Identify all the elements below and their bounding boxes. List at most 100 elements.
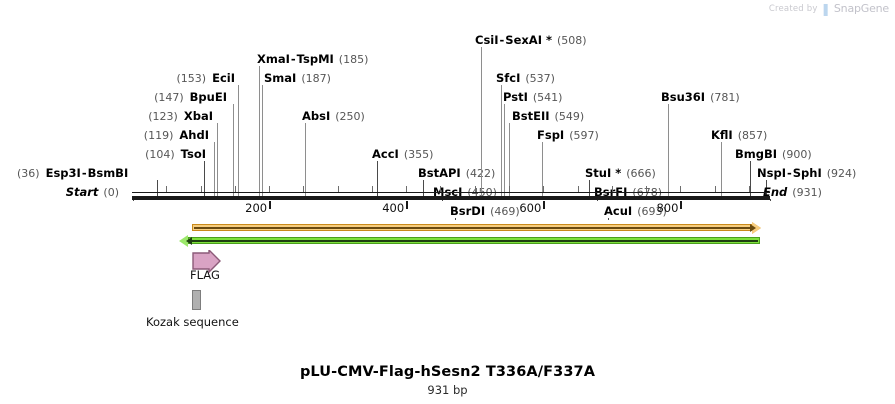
ruler-minor-tick <box>440 186 442 192</box>
enzyme-name-bmgbi-0: BmgBI <box>735 147 778 161</box>
enzyme-label-acci[interactable]: AccI (355) <box>372 148 433 161</box>
enzyme-label-end[interactable]: End (931) <box>763 186 822 199</box>
site-leader-line-xbai <box>217 123 218 196</box>
ruler-minor-tick <box>200 186 202 192</box>
page-title: pLU-CMV-Flag-hSesn2 T336A/F337A <box>299 364 596 380</box>
site-leader-line-acui <box>608 218 609 220</box>
ruler-minor-tick <box>714 186 716 192</box>
enzyme-label-ahdi[interactable]: (119) AhdI <box>144 129 209 142</box>
enzyme-name-nspi-1: SphI <box>792 166 822 180</box>
enzyme-label-bstеii[interactable]: BstEII (549) <box>512 110 584 123</box>
enzyme-label-psti[interactable]: PstI (541) <box>503 91 562 104</box>
enzyme-name-esp3i-1: BsmBI <box>87 166 129 180</box>
ruler-minor-tick <box>269 186 271 192</box>
enzyme-label-ecii[interactable]: (153) EciI <box>177 72 236 85</box>
enzyme-label-esp3i[interactable]: (36) Esp3I-BsmBI <box>17 167 128 180</box>
enzyme-position-absi: (250) <box>335 110 365 123</box>
enzyme-label-tsoi[interactable]: (104) TsoI <box>145 148 206 161</box>
ruler-tick-label-600: 600 <box>519 201 542 215</box>
enzyme-position-csii: (508) <box>557 34 587 47</box>
site-leader-line-bmgbi <box>750 161 751 196</box>
enzyme-label-csii[interactable]: CsiI-SexAI * (508) <box>475 34 587 47</box>
site-leader-line-ecii <box>238 85 239 196</box>
watermark-brand: SnapGene <box>833 2 889 15</box>
enzyme-position-acci: (355) <box>403 148 434 161</box>
green-feature-spine-head <box>186 237 192 245</box>
site-leader-line-stui <box>589 180 590 196</box>
enzyme-name-sfci-0: SfcI <box>496 71 521 85</box>
snapgene-watermark: Created by ❚ SnapGene <box>769 2 889 15</box>
enzyme-name-bstapi-0: BstAPI <box>418 166 461 180</box>
enzyme-label-bstapi[interactable]: BstAPI(422) <box>418 167 495 180</box>
ruler-major-tick-200 <box>269 201 272 209</box>
enzyme-position-acui: (693) <box>637 205 667 218</box>
enzyme-label-start[interactable]: Start (0) <box>66 186 119 199</box>
orange-feature-spine-head <box>750 224 756 232</box>
enzyme-position-bstеii: (549) <box>554 110 585 123</box>
enzyme-label-bsrdi[interactable]: BsrDI (469) <box>450 205 520 218</box>
enzyme-name-smai-0: SmaI <box>264 71 297 85</box>
green-feature-spine <box>190 240 758 242</box>
enzyme-name-tsoi-0: TsoI <box>180 147 206 161</box>
enzyme-name-csii-1: SexAI * <box>505 33 552 47</box>
site-leader-line-smai <box>262 85 263 196</box>
site-leader-line-nspi <box>766 180 767 196</box>
kozak-sequence-box[interactable] <box>192 290 201 310</box>
ruler-minor-tick <box>337 186 339 192</box>
ruler-minor-tick <box>543 186 545 192</box>
site-leader-line-msci <box>442 199 443 201</box>
enzyme-label-bpuei[interactable]: (147) BpuEI <box>154 91 227 104</box>
enzyme-position-psti: (541) <box>532 91 563 104</box>
enzyme-label-kfli[interactable]: KflI (857) <box>711 129 767 142</box>
enzyme-label-stui[interactable]: StuI * (666) <box>585 167 656 180</box>
enzyme-position-bsrdi: (469) <box>490 205 520 218</box>
enzyme-name-separator: - <box>786 166 792 180</box>
enzyme-position-nspi: (924) <box>826 167 857 180</box>
sequence-length-label: 931 bp <box>427 383 468 397</box>
enzyme-label-acui[interactable]: AcuI (693) <box>604 205 667 218</box>
enzyme-position-fspi: (597) <box>569 129 599 142</box>
site-leader-line-psti <box>504 104 505 196</box>
enzyme-label-fspi[interactable]: FspI (597) <box>537 129 599 142</box>
ruler-major-tick-600 <box>543 201 546 209</box>
enzyme-position-ahdi: (119) <box>143 129 174 142</box>
enzyme-name-csii-0: CsiI <box>475 33 499 47</box>
orange-feature-spine <box>194 227 750 229</box>
enzyme-name-bsrdi-0: BsrDI <box>450 204 486 218</box>
enzyme-name-esp3i-0: Esp3I <box>45 166 81 180</box>
ruler-minor-tick <box>611 186 613 192</box>
site-leader-line-start <box>133 199 134 201</box>
enzyme-label-bmgbi[interactable]: BmgBI (900) <box>735 148 812 161</box>
enzyme-label-bsu36i[interactable]: Bsu36I (781) <box>661 91 740 104</box>
ruler-minor-tick <box>166 186 168 192</box>
enzyme-position-ecii: (153) <box>176 72 207 85</box>
site-leader-line-csii <box>481 47 482 196</box>
flag-tag-arrow[interactable] <box>192 250 223 276</box>
enzyme-position-xbai: (123) <box>148 110 178 123</box>
snapgene-logo-icon: ❚ <box>820 1 831 16</box>
enzyme-position-smai: (187) <box>301 72 331 85</box>
site-leader-line-tsoi <box>204 161 205 196</box>
enzyme-label-xmai[interactable]: XmaI-TspMI (185) <box>257 53 368 66</box>
enzyme-label-smai[interactable]: SmaI (187) <box>264 72 331 85</box>
enzyme-label-nspi[interactable]: NspI-SphI (924) <box>757 167 856 180</box>
ruler-minor-tick <box>646 186 648 192</box>
enzyme-name-bstеii-0: BstEII <box>512 109 550 123</box>
enzyme-label-xbai[interactable]: (123) XbaI <box>148 110 213 123</box>
enzyme-name-kfli-0: KflI <box>711 128 733 142</box>
ruler-major-tick-800 <box>680 201 683 209</box>
site-leader-line-fspi <box>542 142 543 196</box>
ruler-minor-tick <box>680 186 682 192</box>
enzyme-name-separator: - <box>290 52 296 66</box>
enzyme-name-xmai-1: TspMI <box>296 52 334 66</box>
enzyme-label-sfci[interactable]: SfcI (537) <box>496 72 555 85</box>
enzyme-name-separator: - <box>499 33 505 47</box>
enzyme-name-acci-0: AccI <box>372 147 399 161</box>
ruler-tick-label-400: 400 <box>382 201 405 215</box>
site-leader-line-bstapi <box>423 180 424 196</box>
enzyme-position-bstapi: (422) <box>461 167 496 180</box>
enzyme-name-bsu36i-0: Bsu36I <box>661 90 706 104</box>
enzyme-label-absi[interactable]: AbsI (250) <box>302 110 365 123</box>
sequence-backbone[interactable] <box>132 196 770 200</box>
